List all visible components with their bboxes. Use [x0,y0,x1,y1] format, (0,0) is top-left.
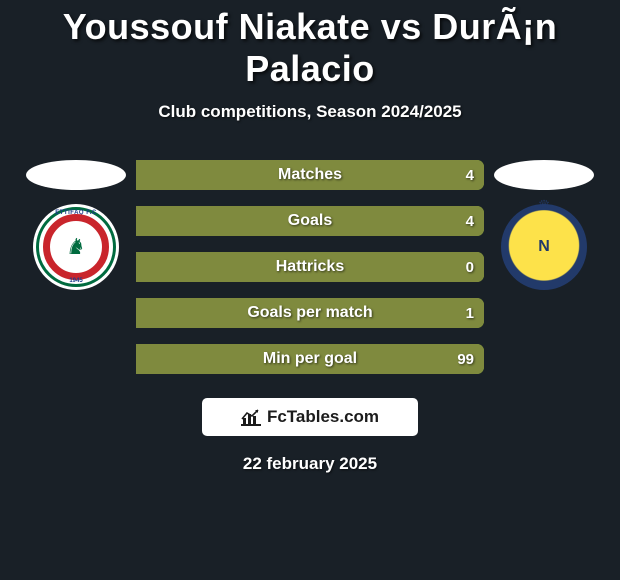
right-club-badge: ♛ N [501,204,587,290]
stat-bar: Matches 4 [136,160,484,190]
stat-label: Hattricks [276,258,344,276]
right-player-photo [494,160,594,190]
stat-label: Goals per match [247,304,372,322]
stat-value-right: 1 [466,305,474,322]
right-player-col: ♛ N [484,160,604,290]
stat-label: Min per goal [263,350,357,368]
comparison-card: Youssouf Niakate vs DurÃ¡n Palacio Club … [0,0,620,474]
chart-icon [241,408,261,426]
left-badge-year: 1945 [33,278,119,284]
right-badge-text: N [538,238,550,256]
stat-bars: Matches 4 Goals 4 Hattricks 0 Goals per match 1… [136,160,484,374]
stat-bar: Goals 4 [136,206,484,236]
left-player-photo [26,160,126,190]
stat-bar: Goals per match 1 [136,298,484,328]
horse-icon: ♞ [66,234,86,260]
page-title: Youssouf Niakate vs DurÃ¡n Palacio [0,0,620,90]
left-player-col: ETTIFAQ F.C ♞ 1945 [16,160,136,290]
left-club-badge: ETTIFAQ F.C ♞ 1945 [33,204,119,290]
crown-icon: ♛ [538,197,551,214]
stats-area: ETTIFAQ F.C ♞ 1945 Matches 4 Goals 4 Hattric… [0,160,620,374]
brand-text: FcTables.com [267,407,379,427]
stat-value-right: 0 [466,259,474,276]
stat-bar: Min per goal 99 [136,344,484,374]
stat-value-right: 4 [466,213,474,230]
stat-label: Matches [278,166,342,184]
stat-bar: Hattricks 0 [136,252,484,282]
stat-label: Goals [288,212,332,230]
stat-value-right: 99 [457,351,474,368]
page-subtitle: Club competitions, Season 2024/2025 [0,102,620,122]
stat-value-right: 4 [466,167,474,184]
date-label: 22 february 2025 [0,454,620,474]
brand-badge: FcTables.com [202,398,418,436]
